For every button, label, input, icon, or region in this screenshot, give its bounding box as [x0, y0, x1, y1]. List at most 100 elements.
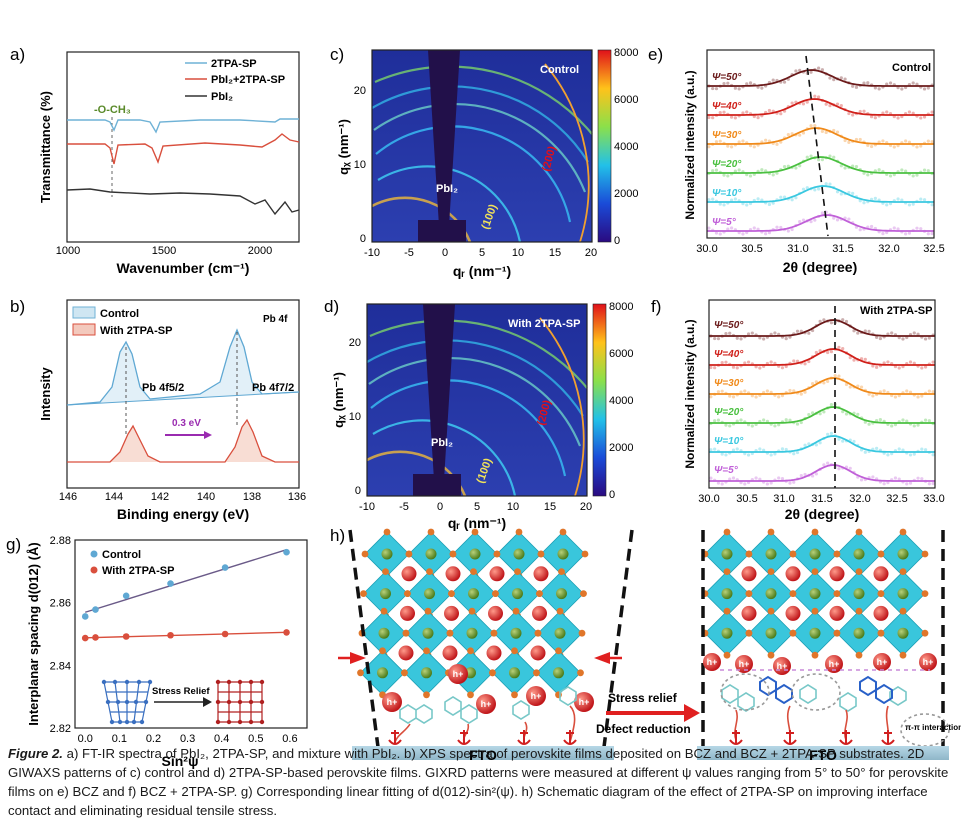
tick-label: 140 — [197, 491, 215, 503]
x-site-atom — [577, 669, 584, 677]
tick-label: 32.0 — [878, 243, 899, 255]
psi-label: Ψ=5° — [712, 217, 737, 228]
scatter-point — [771, 78, 775, 82]
scatter-point — [844, 412, 849, 416]
scatter-point — [927, 336, 931, 340]
hole-label: h+ — [877, 657, 888, 667]
tick-label: 0.0 — [78, 733, 93, 745]
x-site-atom — [921, 629, 929, 637]
x-site-atom — [723, 568, 731, 575]
data-point — [167, 631, 174, 639]
b-site-atom — [897, 588, 909, 600]
scatter-point — [839, 104, 843, 108]
scatter-point — [905, 419, 909, 423]
scatter-point — [788, 418, 792, 422]
fit-line — [85, 631, 287, 639]
b-site-atom — [424, 588, 435, 600]
scatter-point — [885, 82, 889, 86]
scatter-point — [904, 139, 908, 143]
scatter-point — [741, 139, 745, 143]
scatter-point — [739, 337, 743, 341]
b-site-atom — [721, 627, 733, 639]
scatter-point — [919, 116, 923, 120]
panel-c-frame — [371, 49, 593, 243]
scatter-point — [854, 165, 859, 169]
scatter-point — [829, 321, 834, 325]
scatter-point — [720, 482, 724, 486]
scatter-point — [731, 448, 736, 452]
cbar-tick: 6000 — [614, 94, 638, 106]
b-site-atom — [765, 548, 777, 560]
scatter-point — [729, 115, 734, 119]
scatter-point — [915, 82, 919, 86]
scatter-point — [731, 395, 736, 399]
scatter-point — [707, 198, 711, 202]
b-site-atom — [721, 548, 733, 560]
scatter-point — [916, 476, 920, 480]
x-site-atom — [877, 550, 885, 558]
hole-label: h+ — [707, 657, 718, 667]
scatter-point — [724, 453, 728, 457]
scatter-point — [820, 211, 824, 215]
scatter-point — [790, 101, 794, 105]
b-site-atom — [765, 627, 777, 639]
scatter-point — [792, 359, 796, 363]
b-site-atom — [721, 588, 733, 600]
tick-label: 2.82 — [50, 723, 71, 735]
scatter-point — [916, 423, 920, 427]
x-site-atom — [490, 629, 498, 637]
scatter-point — [863, 357, 867, 361]
scatter-point — [926, 169, 930, 173]
scatter-point — [905, 389, 909, 393]
b-site-atom — [557, 548, 569, 560]
scatter-point — [764, 138, 768, 142]
scatter-point — [752, 145, 756, 149]
spectrum-2tpa-sp — [67, 118, 299, 134]
scatter-point — [818, 441, 822, 445]
scatter-point — [709, 448, 713, 452]
scatter-point — [758, 477, 762, 481]
scatter-point — [799, 420, 803, 425]
scatter-point — [907, 203, 912, 207]
scatter-point — [711, 116, 715, 120]
cbar-tick: 0 — [609, 489, 615, 501]
scatter-point — [709, 365, 713, 370]
fit-curve — [707, 156, 934, 174]
tick-label: 10 — [354, 159, 366, 171]
scatter-point — [904, 232, 908, 236]
tick-label: 0.1 — [112, 733, 127, 745]
x-site-atom — [379, 647, 386, 655]
scatter-point — [832, 216, 836, 220]
scatter-point — [875, 446, 879, 450]
data-point — [92, 606, 99, 613]
scatter-point — [848, 466, 852, 470]
scatter-point — [773, 424, 777, 428]
a-site-cation — [442, 645, 458, 661]
scatter-point — [792, 480, 796, 484]
psi-label: Ψ=30° — [714, 378, 744, 389]
scatter-point — [901, 418, 905, 422]
scatter-point — [832, 78, 836, 82]
panel-g: g) Control With 2TPA-SP Stress Relief — [6, 535, 308, 769]
tick-label: 20 — [354, 85, 366, 97]
scatter-point — [919, 197, 923, 201]
hole-label: h+ — [387, 697, 398, 707]
scatter-point — [869, 144, 874, 149]
scatter-point — [780, 394, 785, 398]
scatter-point — [805, 186, 809, 190]
panel-f-ylabel: Normalized intensity (a.u.) — [683, 319, 697, 468]
tick-label: 0 — [442, 247, 448, 259]
panel-f-xlabel: 2θ (degree) — [785, 506, 859, 522]
scatter-point — [722, 110, 726, 114]
scatter-point — [927, 482, 931, 486]
scatter-point — [798, 220, 802, 224]
tick-label: 0 — [355, 485, 361, 497]
hole-label: h+ — [923, 657, 934, 667]
b-site-atom — [380, 588, 391, 600]
scatter-point — [893, 395, 898, 399]
scatter-point — [912, 331, 916, 335]
scatter-point — [919, 144, 923, 148]
psi-label: Ψ=5° — [714, 465, 739, 476]
scatter-point — [875, 335, 879, 340]
